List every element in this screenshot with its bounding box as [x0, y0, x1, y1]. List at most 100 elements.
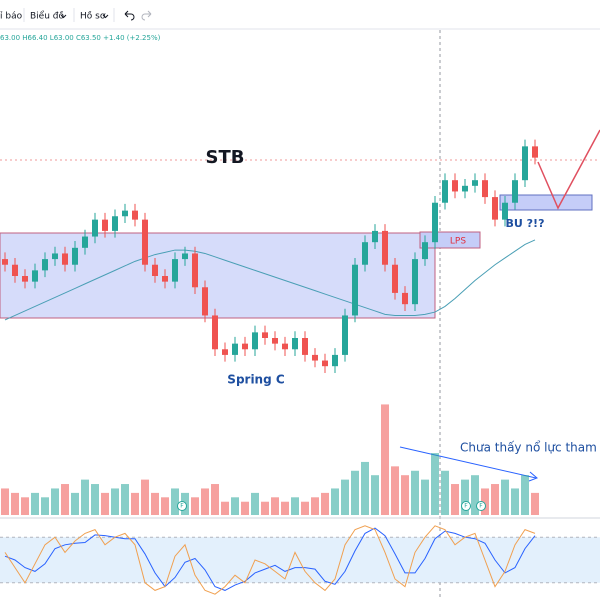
- stoch-k: [4, 525, 536, 595]
- volume-bar: [231, 497, 239, 515]
- redo-icon[interactable]: [141, 10, 152, 21]
- volume-bar: [201, 488, 209, 515]
- candle-body: [482, 180, 488, 198]
- volume-bar: [431, 453, 439, 515]
- volume-bar: [411, 470, 419, 515]
- candle-body: [382, 230, 388, 265]
- volume-bar: [291, 497, 299, 515]
- chart-title: STB: [206, 147, 245, 168]
- candle-body: [132, 210, 138, 220]
- candle-body: [502, 202, 508, 220]
- volume-bar: [91, 484, 99, 515]
- volume-bar: [161, 497, 169, 515]
- volume-bar: [471, 475, 479, 515]
- event-marker[interactable]: [177, 501, 187, 511]
- volume-bar: [531, 492, 539, 515]
- volume-bar: [491, 484, 499, 515]
- candle-body: [312, 354, 318, 361]
- volume-bar: [371, 475, 379, 515]
- candle-body: [282, 343, 288, 350]
- candle-body: [62, 253, 68, 265]
- range-box: [0, 232, 436, 319]
- candle-body: [322, 360, 328, 367]
- candle-body: [492, 197, 498, 220]
- volume-bar: [261, 501, 269, 515]
- volume-bar: [41, 497, 49, 515]
- candle-body: [222, 349, 228, 355]
- candle-body: [202, 287, 208, 316]
- candle-body: [302, 338, 308, 355]
- event-marker[interactable]: [461, 501, 471, 511]
- volume-bar: [21, 497, 29, 515]
- volume-bar: [441, 470, 449, 515]
- candle-body: [72, 247, 78, 265]
- candle-body: [412, 259, 418, 305]
- dropdown-icon: [102, 14, 109, 19]
- candle-body: [402, 292, 408, 305]
- candle-body: [332, 354, 338, 367]
- volume-bar: [111, 488, 119, 515]
- candle-body: [102, 219, 108, 231]
- candle-body: [452, 180, 458, 192]
- volume-bar: [391, 466, 399, 515]
- volume-bar: [361, 461, 369, 515]
- toolbar-item[interactable]: ỉ báo: [0, 11, 23, 22]
- volume-bar: [381, 404, 389, 515]
- bu-box: [499, 194, 593, 211]
- volume-bar: [281, 501, 289, 515]
- volume-bar: [421, 479, 429, 515]
- trend-arrow: [399, 446, 537, 479]
- arrow-head: [528, 471, 538, 482]
- candle-body: [172, 259, 178, 282]
- event-marker[interactable]: [476, 501, 486, 511]
- candle-body: [42, 259, 48, 271]
- dropdown-icon: [60, 14, 67, 19]
- volume-bar: [151, 492, 159, 515]
- volume-bar: [331, 488, 339, 515]
- candle-body: [52, 253, 58, 260]
- candle-body: [532, 146, 538, 158]
- annotation: Chưa thấy nổ lực tham g: [460, 441, 600, 455]
- volume-bar: [271, 497, 279, 515]
- event-label: F: [180, 503, 184, 510]
- volume-bar: [321, 492, 329, 515]
- candle-body: [392, 264, 398, 293]
- candle-body: [12, 264, 18, 276]
- candle-body: [2, 259, 8, 265]
- volume-bar: [221, 501, 229, 515]
- toolbar-item[interactable]: Biểu đồ: [30, 11, 64, 22]
- candle-body: [152, 264, 158, 276]
- volume-bar: [61, 484, 69, 515]
- volume-bar: [11, 492, 19, 515]
- annotation: BU ?!?: [506, 217, 545, 230]
- stoch-band: [0, 537, 600, 583]
- annotation: Spring C: [227, 373, 285, 387]
- candle-body: [212, 315, 218, 350]
- candle-body: [262, 332, 268, 338]
- volume-bar: [501, 479, 509, 515]
- volume-bar: [1, 488, 9, 515]
- undo-icon[interactable]: [124, 10, 135, 21]
- event-label: F: [479, 503, 483, 510]
- volume-bar: [461, 479, 469, 515]
- volume-bar: [51, 488, 59, 515]
- candle-body: [512, 180, 518, 203]
- candle-body: [162, 276, 168, 282]
- volume-bar: [451, 484, 459, 515]
- toolbar-item[interactable]: Hồ sơ: [80, 11, 106, 22]
- candle-body: [472, 180, 478, 186]
- candle-body: [232, 343, 238, 355]
- moving-average: [4, 239, 536, 321]
- annotation: LPS: [450, 237, 466, 247]
- candle-body: [372, 230, 378, 243]
- volume-bar: [241, 501, 249, 515]
- volume-bar: [191, 497, 199, 515]
- candle-body: [422, 242, 428, 260]
- projection: [537, 129, 600, 210]
- volume-bar: [521, 475, 529, 515]
- candle-body: [362, 242, 368, 265]
- candle-body: [522, 146, 528, 181]
- volume-bar: [251, 492, 259, 515]
